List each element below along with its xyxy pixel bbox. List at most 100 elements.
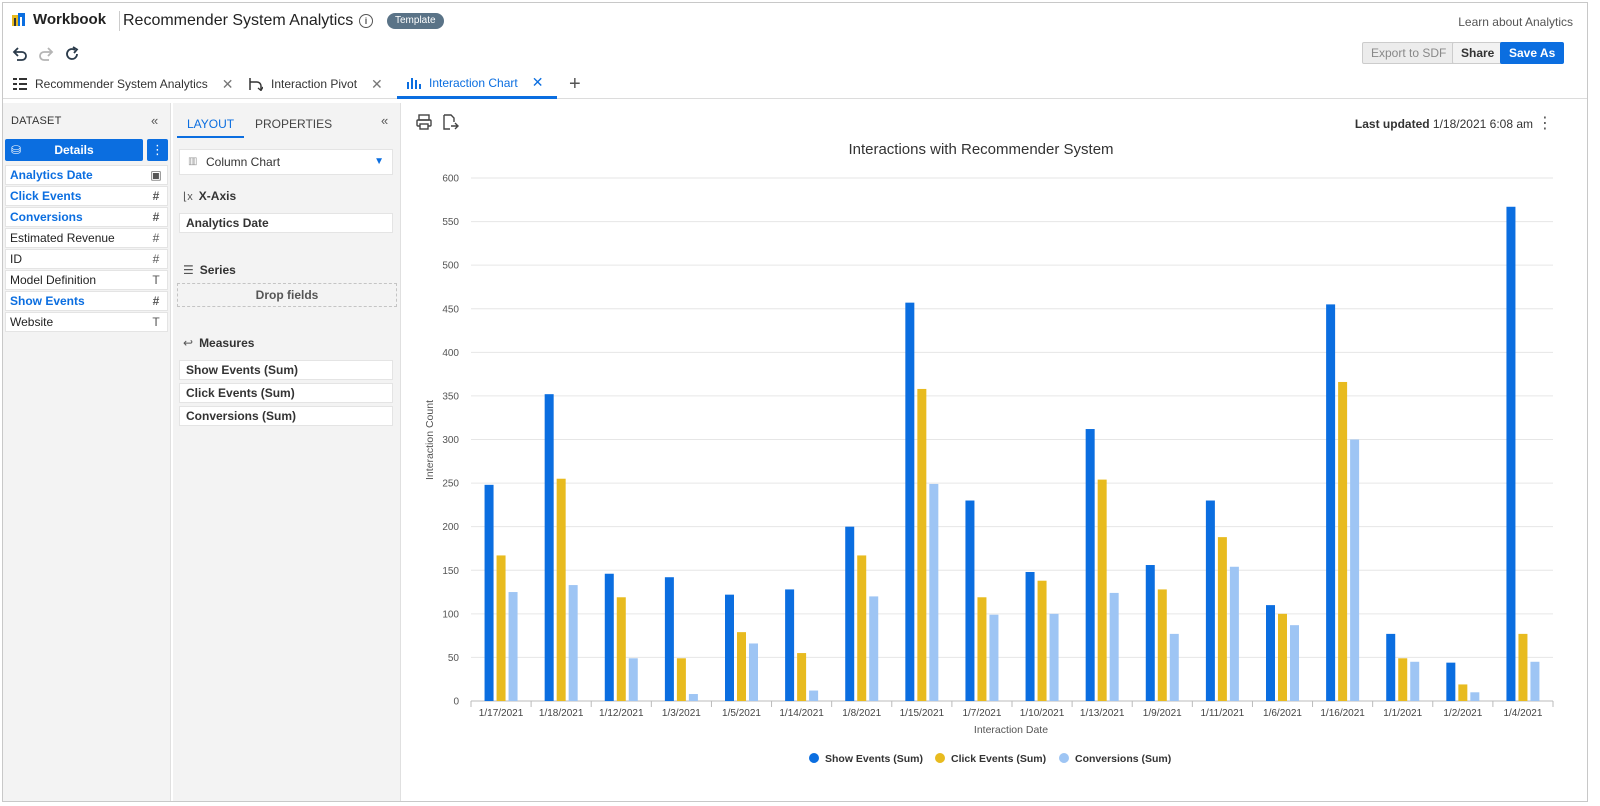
details-label: Details <box>54 143 94 157</box>
chart-type-value: Column Chart <box>206 155 281 169</box>
measure-icon: ↩ <box>183 336 194 350</box>
x-tick-label: 1/14/2021 <box>779 708 824 719</box>
x-tick-label: 1/11/2021 <box>1201 708 1245 719</box>
x-tick-label: 1/8/2021 <box>842 708 881 719</box>
bar <box>1338 381 1348 701</box>
details-menu-icon[interactable]: ⋮ <box>147 139 168 161</box>
info-icon[interactable]: i <box>359 14 373 28</box>
legend-label: Show Events (Sum) <box>825 753 923 765</box>
bar <box>544 394 554 701</box>
field-analytics-date[interactable]: Analytics Date ▣ <box>5 165 168 185</box>
workbook-logo-icon <box>12 12 25 26</box>
tab-label: Recommender System Analytics <box>35 77 208 91</box>
tab-layout[interactable]: LAYOUT <box>177 110 245 138</box>
bar <box>737 632 746 701</box>
bar <box>1025 571 1035 701</box>
bar <box>989 614 999 701</box>
tab-recommender-system-analytics[interactable]: Recommender System Analytics ✕ <box>3 69 243 99</box>
field-id[interactable]: ID # <box>5 249 168 269</box>
measure-pill-show-events[interactable]: Show Events (Sum) <box>179 360 393 380</box>
bar <box>1266 605 1275 701</box>
close-icon[interactable]: ✕ <box>221 75 234 92</box>
chart-menu-icon[interactable]: ⋮ <box>1537 115 1553 132</box>
bar <box>1278 613 1287 701</box>
bar <box>664 577 674 701</box>
field-name: Model Definition <box>10 273 97 287</box>
legend-label: Click Events (Sum) <box>951 753 1046 765</box>
x-tick-label: 1/17/2021 <box>479 708 524 719</box>
measures-label: Measures <box>199 336 255 350</box>
tab-interaction-chart[interactable]: Interaction Chart ✕ <box>397 69 557 99</box>
tab-interaction-pivot[interactable]: Interaction Pivot ✕ <box>239 69 393 99</box>
legend-swatch <box>1059 753 1069 763</box>
bar <box>1506 206 1516 701</box>
learn-about-analytics-link[interactable]: Learn about Analytics <box>1458 15 1573 29</box>
field-estimated-revenue[interactable]: Estimated Revenue # <box>5 228 168 248</box>
bar <box>1109 592 1119 701</box>
bar <box>568 585 578 701</box>
tab-label: Interaction Pivot <box>271 77 358 91</box>
field-name: Show Events <box>10 294 85 308</box>
field-conversions[interactable]: Conversions # <box>5 207 168 227</box>
bar <box>1145 565 1155 701</box>
y-tick-label: 150 <box>442 566 459 577</box>
bar <box>1470 692 1480 701</box>
undo-icon[interactable] <box>11 45 29 63</box>
chevron-down-icon: ▼ <box>374 156 384 167</box>
table-icon <box>13 78 27 90</box>
x-tick-label: 1/18/2021 <box>539 708 584 719</box>
close-icon[interactable]: ✕ <box>531 74 544 90</box>
field-click-events[interactable]: Click Events # <box>5 186 168 206</box>
bar <box>845 526 855 701</box>
collapse-panel-icon[interactable]: « <box>381 113 389 128</box>
share-button[interactable]: Share <box>1452 42 1504 64</box>
measure-pill-click-events[interactable]: Click Events (Sum) <box>179 383 393 403</box>
layout-panel: LAYOUT PROPERTIES « ▥ Column Chart ▼ ⌊x … <box>173 103 401 801</box>
y-tick-label: 50 <box>448 653 460 664</box>
measure-pill-conversions[interactable]: Conversions (Sum) <box>179 406 393 426</box>
x-tick-label: 1/3/2021 <box>662 708 701 719</box>
series-drop-zone[interactable]: Drop fields <box>177 283 397 307</box>
redo-icon[interactable] <box>37 45 55 63</box>
x-axis-icon: ⌊x <box>183 190 193 203</box>
chart-type-select[interactable]: ▥ Column Chart ▼ <box>179 149 393 175</box>
field-model-definition[interactable]: Model Definition T <box>5 270 168 290</box>
x-axis-label: X-Axis <box>198 189 237 203</box>
x-axis-field-pill[interactable]: Analytics Date <box>179 213 393 233</box>
number-type-icon: # <box>152 294 160 308</box>
bar <box>616 597 626 701</box>
document-title[interactable]: Recommender System Analytics <box>123 12 354 29</box>
last-updated-value: 1/18/2021 6:08 am <box>1432 117 1533 131</box>
bar <box>1205 500 1215 701</box>
field-name: Website <box>10 315 54 329</box>
chart-grid: 0 50 100 150 200 250 300 350 400 450 500 550 600 <box>442 174 1553 708</box>
bar-chart-icon <box>407 78 421 89</box>
bar <box>556 478 566 701</box>
save-as-button[interactable]: Save As <box>1500 42 1565 64</box>
y-tick-label: 0 <box>453 697 459 708</box>
field-name: ID <box>10 252 22 266</box>
tab-properties[interactable]: PROPERTIES <box>255 117 333 131</box>
x-tick-label: 1/9/2021 <box>1143 708 1182 719</box>
bar <box>977 597 987 701</box>
refresh-icon[interactable] <box>63 45 81 63</box>
close-icon[interactable]: ✕ <box>371 75 383 92</box>
last-updated-label: Last updated <box>1354 117 1430 131</box>
bar <box>688 694 698 701</box>
bar <box>1398 658 1408 701</box>
x-tick-label: 1/4/2021 <box>1503 708 1542 719</box>
last-updated: Last updated 1/18/2021 6:08 am <box>1355 117 1533 131</box>
print-icon[interactable] <box>415 113 433 131</box>
details-button[interactable]: ⛁ Details <box>5 139 143 161</box>
export-icon[interactable] <box>441 113 459 131</box>
add-tab-button[interactable]: + <box>569 73 581 95</box>
bar <box>496 555 506 701</box>
collapse-panel-icon[interactable]: « <box>151 113 159 128</box>
bar <box>1157 589 1167 701</box>
field-website[interactable]: Website T <box>5 312 168 332</box>
field-show-events[interactable]: Show Events # <box>5 291 168 311</box>
export-to-sdf-button[interactable]: Export to SDF <box>1362 42 1456 64</box>
workbook-logo[interactable]: Workbook <box>11 11 106 28</box>
bar <box>1518 633 1528 701</box>
